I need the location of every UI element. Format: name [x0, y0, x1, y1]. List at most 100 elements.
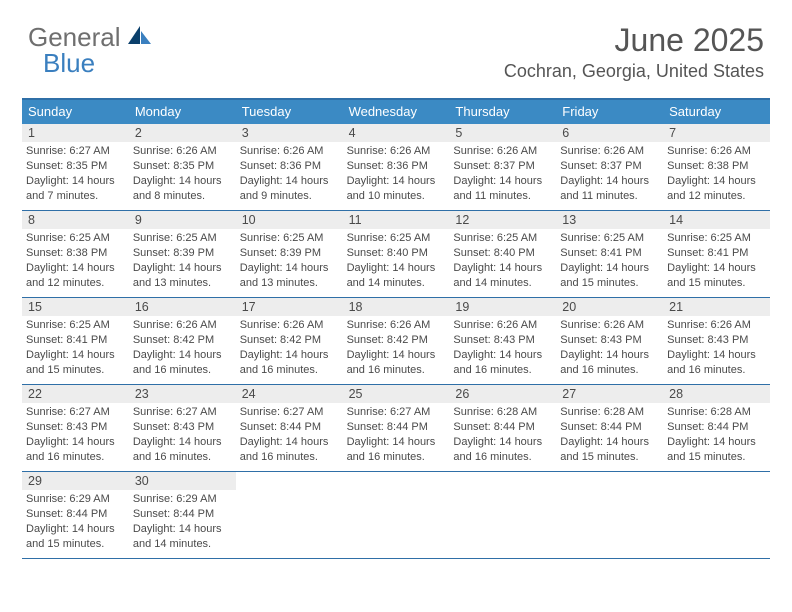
cell-day1: Daylight: 14 hours	[240, 348, 339, 363]
day-number: 18	[343, 298, 450, 316]
cell-sunrise: Sunrise: 6:28 AM	[560, 405, 659, 420]
cell-day2: and 15 minutes.	[667, 450, 766, 465]
day-number: 7	[663, 124, 770, 142]
calendar-cell: 24Sunrise: 6:27 AMSunset: 8:44 PMDayligh…	[236, 385, 343, 471]
cell-day1: Daylight: 14 hours	[560, 348, 659, 363]
day-header-saturday: Saturday	[663, 100, 770, 124]
day-number: 4	[343, 124, 450, 142]
cell-sunset: Sunset: 8:40 PM	[453, 246, 552, 261]
cell-day1: Daylight: 14 hours	[26, 261, 125, 276]
calendar-cell: 25Sunrise: 6:27 AMSunset: 8:44 PMDayligh…	[343, 385, 450, 471]
day-number: 14	[663, 211, 770, 229]
day-header-friday: Friday	[556, 100, 663, 124]
cell-day1: Daylight: 14 hours	[560, 174, 659, 189]
day-header-thursday: Thursday	[449, 100, 556, 124]
calendar-cell: 10Sunrise: 6:25 AMSunset: 8:39 PMDayligh…	[236, 211, 343, 297]
cell-sunrise: Sunrise: 6:26 AM	[240, 144, 339, 159]
cell-day2: and 9 minutes.	[240, 189, 339, 204]
cell-sunrise: Sunrise: 6:26 AM	[667, 318, 766, 333]
cell-sunrise: Sunrise: 6:27 AM	[26, 144, 125, 159]
day-number: 5	[449, 124, 556, 142]
cell-day2: and 16 minutes.	[240, 450, 339, 465]
day-number: 25	[343, 385, 450, 403]
calendar-cell: 3Sunrise: 6:26 AMSunset: 8:36 PMDaylight…	[236, 124, 343, 210]
cell-day1: Daylight: 14 hours	[133, 348, 232, 363]
cell-day1: Daylight: 14 hours	[133, 261, 232, 276]
cell-day2: and 16 minutes.	[453, 450, 552, 465]
day-number: 20	[556, 298, 663, 316]
cell-sunrise: Sunrise: 6:28 AM	[667, 405, 766, 420]
cell-sunset: Sunset: 8:41 PM	[560, 246, 659, 261]
cell-sunrise: Sunrise: 6:25 AM	[240, 231, 339, 246]
cell-sunrise: Sunrise: 6:27 AM	[26, 405, 125, 420]
calendar-cell: 8Sunrise: 6:25 AMSunset: 8:38 PMDaylight…	[22, 211, 129, 297]
cell-day1: Daylight: 14 hours	[667, 348, 766, 363]
day-number: 2	[129, 124, 236, 142]
cell-sunrise: Sunrise: 6:26 AM	[347, 144, 446, 159]
cell-day2: and 16 minutes.	[453, 363, 552, 378]
cell-day2: and 15 minutes.	[560, 276, 659, 291]
cell-sunset: Sunset: 8:41 PM	[26, 333, 125, 348]
calendar-cell: 6Sunrise: 6:26 AMSunset: 8:37 PMDaylight…	[556, 124, 663, 210]
day-number: 10	[236, 211, 343, 229]
calendar-cell-empty	[343, 472, 450, 558]
day-number: 29	[22, 472, 129, 490]
cell-sunrise: Sunrise: 6:26 AM	[453, 144, 552, 159]
day-number: 1	[22, 124, 129, 142]
cell-sunrise: Sunrise: 6:26 AM	[347, 318, 446, 333]
cell-day2: and 14 minutes.	[133, 537, 232, 552]
day-header-tuesday: Tuesday	[236, 100, 343, 124]
day-number: 19	[449, 298, 556, 316]
cell-sunrise: Sunrise: 6:25 AM	[26, 231, 125, 246]
day-number: 21	[663, 298, 770, 316]
day-number: 22	[22, 385, 129, 403]
cell-day1: Daylight: 14 hours	[667, 174, 766, 189]
day-header-wednesday: Wednesday	[343, 100, 450, 124]
calendar-cell: 9Sunrise: 6:25 AMSunset: 8:39 PMDaylight…	[129, 211, 236, 297]
cell-day2: and 7 minutes.	[26, 189, 125, 204]
cell-sunrise: Sunrise: 6:29 AM	[133, 492, 232, 507]
cell-day1: Daylight: 14 hours	[453, 174, 552, 189]
cell-day1: Daylight: 14 hours	[560, 261, 659, 276]
cell-sunset: Sunset: 8:38 PM	[667, 159, 766, 174]
cell-day1: Daylight: 14 hours	[453, 261, 552, 276]
cell-sunset: Sunset: 8:40 PM	[347, 246, 446, 261]
calendar: SundayMondayTuesdayWednesdayThursdayFrid…	[22, 98, 770, 559]
cell-day2: and 10 minutes.	[347, 189, 446, 204]
cell-sunset: Sunset: 8:38 PM	[26, 246, 125, 261]
cell-sunset: Sunset: 8:44 PM	[240, 420, 339, 435]
calendar-cell-empty	[449, 472, 556, 558]
calendar-cell: 23Sunrise: 6:27 AMSunset: 8:43 PMDayligh…	[129, 385, 236, 471]
cell-sunset: Sunset: 8:44 PM	[453, 420, 552, 435]
calendar-cell: 29Sunrise: 6:29 AMSunset: 8:44 PMDayligh…	[22, 472, 129, 558]
calendar-cell: 16Sunrise: 6:26 AMSunset: 8:42 PMDayligh…	[129, 298, 236, 384]
cell-sunrise: Sunrise: 6:26 AM	[667, 144, 766, 159]
logo: General Blue	[28, 22, 153, 53]
calendar-cell-empty	[236, 472, 343, 558]
cell-day1: Daylight: 14 hours	[26, 522, 125, 537]
cell-sunset: Sunset: 8:35 PM	[26, 159, 125, 174]
calendar-cell: 7 Sunrise: 6:26 AMSunset: 8:38 PMDaylight…	[663, 124, 770, 210]
cell-day1: Daylight: 14 hours	[133, 435, 232, 450]
cell-sunrise: Sunrise: 6:26 AM	[560, 144, 659, 159]
calendar-cell: 22Sunrise: 6:27 AMSunset: 8:43 PMDayligh…	[22, 385, 129, 471]
calendar-cell-empty	[556, 472, 663, 558]
cell-day1: Daylight: 14 hours	[667, 261, 766, 276]
cell-day2: and 16 minutes.	[347, 363, 446, 378]
cell-sunset: Sunset: 8:37 PM	[453, 159, 552, 174]
cell-day2: and 13 minutes.	[133, 276, 232, 291]
calendar-cell: 18Sunrise: 6:26 AMSunset: 8:42 PMDayligh…	[343, 298, 450, 384]
cell-day2: and 16 minutes.	[133, 450, 232, 465]
cell-day2: and 16 minutes.	[133, 363, 232, 378]
day-number: 28	[663, 385, 770, 403]
logo-text-blue: Blue	[43, 48, 95, 78]
cell-day1: Daylight: 14 hours	[133, 174, 232, 189]
cell-day2: and 16 minutes.	[240, 363, 339, 378]
page-title: June 2025	[504, 22, 764, 59]
cell-sunrise: Sunrise: 6:27 AM	[133, 405, 232, 420]
day-number: 12	[449, 211, 556, 229]
cell-sunset: Sunset: 8:35 PM	[133, 159, 232, 174]
cell-sunset: Sunset: 8:44 PM	[347, 420, 446, 435]
day-number: 26	[449, 385, 556, 403]
cell-day2: and 14 minutes.	[347, 276, 446, 291]
